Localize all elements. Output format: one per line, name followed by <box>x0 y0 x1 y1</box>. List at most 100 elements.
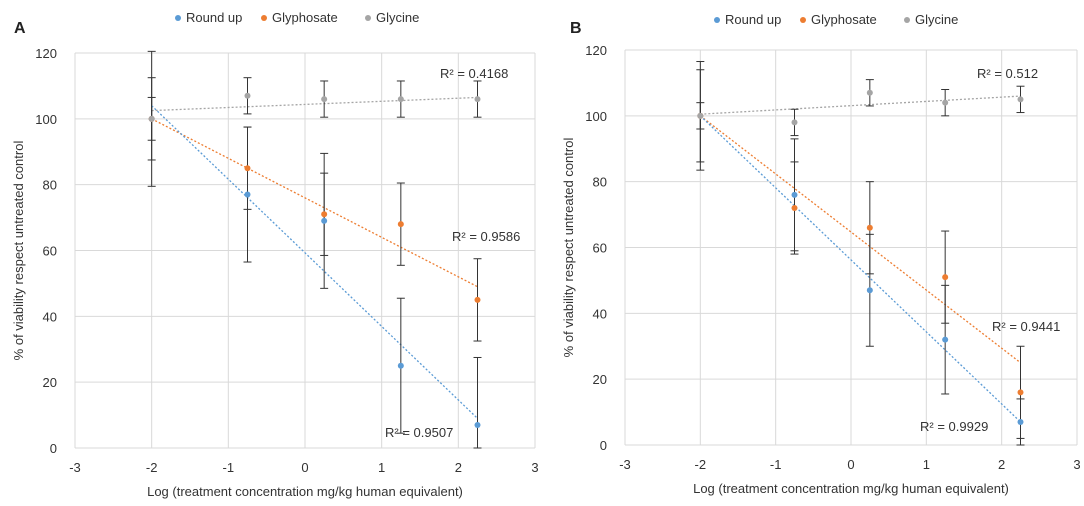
x-tick-label: 0 <box>847 457 854 472</box>
y-axis-label: % of viability respect untreated control <box>11 141 26 361</box>
legend-marker <box>714 17 720 23</box>
y-tick-label: 80 <box>43 178 57 193</box>
y-axis-label: % of viability respect untreated control <box>561 138 576 358</box>
r2-label: R² = 0.512 <box>977 66 1038 81</box>
trendline <box>699 115 1021 364</box>
points-glyphosate <box>148 115 481 303</box>
x-tick-label: -2 <box>695 457 707 472</box>
data-point <box>148 115 155 122</box>
gridlines <box>624 49 1078 446</box>
legend-entry: Round up <box>725 12 781 27</box>
r2-label: R² = 0.9929 <box>920 419 988 434</box>
x-tick-label: 2 <box>455 460 462 475</box>
x-tick-label: -1 <box>223 460 235 475</box>
trendline <box>151 105 478 419</box>
r2-label: R² = 0.4168 <box>440 66 508 81</box>
data-point <box>397 96 404 103</box>
y-tick-label: 80 <box>593 175 607 190</box>
data-point <box>474 96 481 103</box>
legend: Round up Glyphosate Glycine <box>175 10 419 25</box>
series-glycine <box>696 79 1025 137</box>
y-tick-label: 0 <box>50 441 57 456</box>
r2-label: R² = 0.9507 <box>385 425 453 440</box>
legend-entry: Glyphosate <box>811 12 877 27</box>
points-glycine <box>697 89 1024 126</box>
x-tick-label: 0 <box>301 460 308 475</box>
x-tick-label: -3 <box>69 460 81 475</box>
x-tick-label: 1 <box>923 457 930 472</box>
y-tick-label: 120 <box>585 43 607 58</box>
x-tick-label: 3 <box>1073 457 1080 472</box>
legend-entry: Glycine <box>915 12 958 27</box>
legend-marker <box>904 17 910 23</box>
series-glyphosate <box>147 77 482 342</box>
data-point <box>942 99 949 106</box>
series-glycine <box>147 77 482 141</box>
legend-marker <box>261 15 267 21</box>
y-tick-label: 20 <box>43 375 57 390</box>
r2-label: R² = 0.9441 <box>992 319 1060 334</box>
panel-label-a: A <box>14 20 26 37</box>
data-point <box>942 274 949 281</box>
trendline <box>151 96 478 112</box>
x-tick-label: 1 <box>378 460 385 475</box>
chart-a-svg: 0 20 40 60 80 100 120 -3 -2 -1 0 1 2 3 Log (treatment … <box>11 10 539 499</box>
points-glycine <box>148 92 481 122</box>
y-tick-label: 40 <box>593 306 607 321</box>
points-round-up <box>148 115 481 428</box>
data-point <box>244 92 251 99</box>
legend-marker <box>365 15 371 21</box>
y-tick-label: 100 <box>585 109 607 124</box>
data-point <box>866 224 873 231</box>
y-tick-label: 0 <box>600 438 607 453</box>
data-point <box>791 205 798 211</box>
legend: Round up Glyphosate Glycine <box>714 12 958 27</box>
data-point <box>942 336 949 343</box>
series-round-up <box>147 50 482 449</box>
data-point <box>1017 389 1024 396</box>
series-round-up <box>696 61 1025 446</box>
data-point <box>321 217 328 224</box>
gridlines <box>74 52 536 449</box>
data-point <box>244 165 251 172</box>
data-point <box>397 362 404 369</box>
data-point <box>321 211 328 218</box>
y-tick-label: 60 <box>43 244 57 259</box>
x-tick-label: -3 <box>619 457 631 472</box>
legend-marker <box>175 15 181 21</box>
legend-entry: Glycine <box>376 10 419 25</box>
data-point <box>321 96 328 103</box>
trendline <box>699 115 1021 423</box>
data-point <box>1017 96 1024 103</box>
data-point <box>791 191 798 198</box>
y-tick-label: 100 <box>35 112 57 127</box>
data-point <box>866 89 873 96</box>
data-point <box>866 287 873 294</box>
chart-panel-a: A 0 20 40 60 80 100 120 -3 -2 -1 0 1 2 3 Log (treatmen… <box>11 10 539 499</box>
chart-b-svg: 0 20 40 60 80 100 120 -3 -2 -1 0 1 2 3 Log (treatment … <box>561 12 1081 496</box>
r2-label: R² = 0.9586 <box>452 229 520 244</box>
data-point <box>697 112 704 119</box>
x-axis-label: Log (treatment concentration mg/kg human… <box>147 484 463 499</box>
points-glyphosate <box>697 112 1024 396</box>
data-point <box>474 421 481 428</box>
x-tick-label: 2 <box>998 457 1005 472</box>
chart-panel-b: B 0 20 40 60 80 100 120 -3 -2 -1 0 1 2 3 Log (treatmen… <box>542 0 1084 506</box>
y-tick-label: 40 <box>43 309 57 324</box>
panel-label-b: B <box>570 20 582 37</box>
trendline <box>151 118 478 288</box>
x-axis-label: Log (treatment concentration mg/kg human… <box>693 481 1009 496</box>
data-point <box>397 221 404 228</box>
y-tick-label: 120 <box>35 46 57 61</box>
data-point <box>791 119 798 126</box>
legend-entry: Glyphosate <box>272 10 338 25</box>
data-point <box>244 191 251 198</box>
legend-entry: Round up <box>186 10 242 25</box>
x-tick-label: -2 <box>146 460 158 475</box>
trendline <box>700 95 1021 115</box>
y-tick-label: 20 <box>593 372 607 387</box>
y-tick-label: 60 <box>593 241 607 256</box>
series-glyphosate <box>696 69 1025 439</box>
data-point <box>1017 418 1024 425</box>
x-tick-label: -1 <box>770 457 782 472</box>
